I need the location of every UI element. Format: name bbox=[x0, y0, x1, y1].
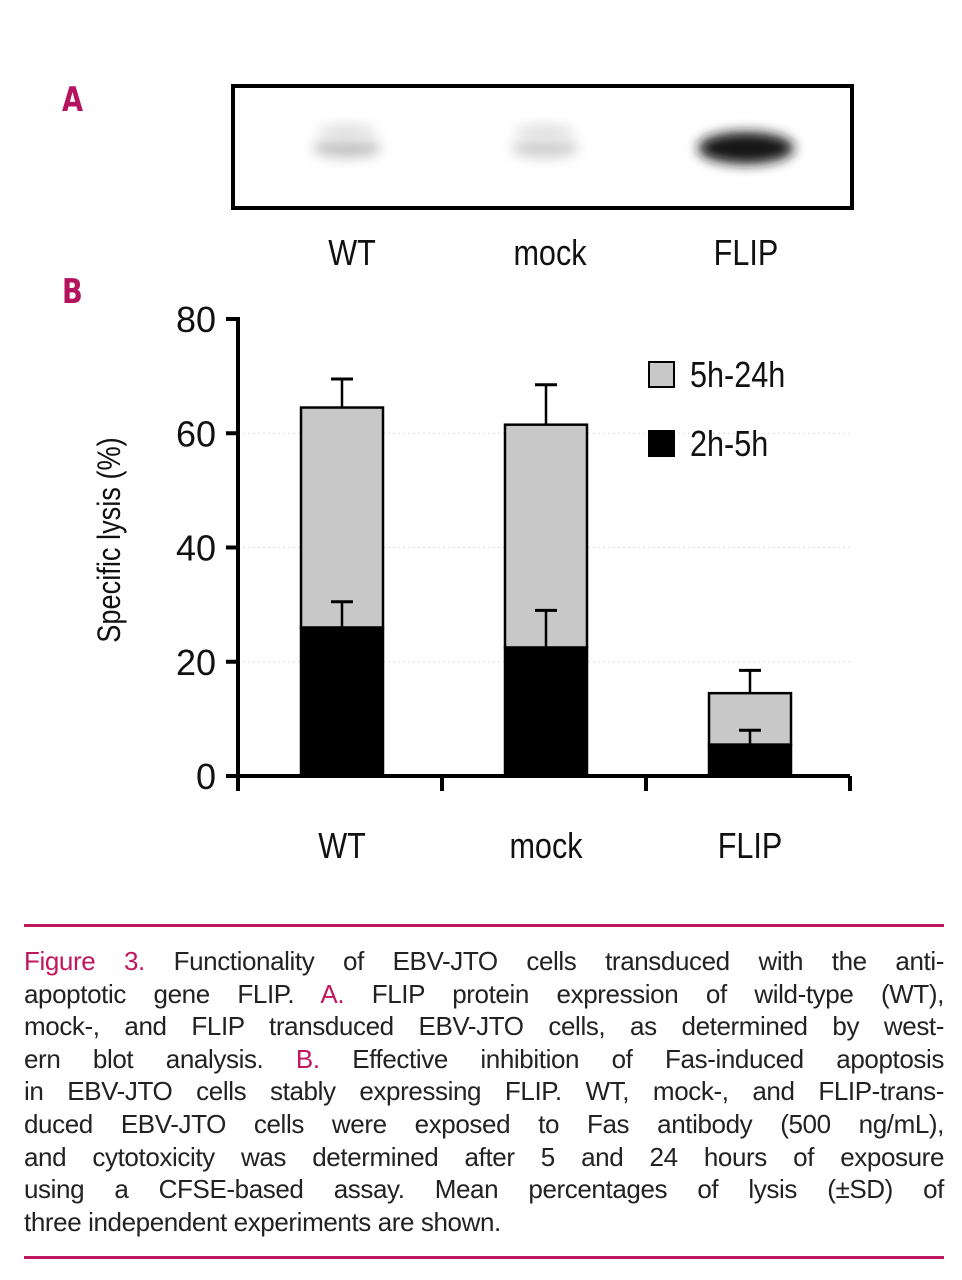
caption-line: apoptotic gene FLIP. A. FLIP protein exp… bbox=[24, 978, 944, 1009]
lane-label-wt: WT bbox=[328, 232, 376, 273]
caption-panel-a-ref: A. bbox=[320, 978, 345, 1009]
figure-caption: Figure 3. Functionality of EBV-JTO cells… bbox=[24, 945, 944, 1238]
panel-a-label: A bbox=[62, 80, 84, 120]
y-tick-label: 20 bbox=[176, 642, 216, 683]
caption-line: three independent experiments are shown. bbox=[24, 1206, 501, 1237]
caption-line: using a CFSE-based assay. Mean percentag… bbox=[24, 1174, 944, 1205]
legend-swatch bbox=[648, 361, 675, 388]
blot-band bbox=[511, 138, 579, 158]
legend-label: 5h-24h bbox=[690, 356, 785, 396]
blot-band-faint bbox=[515, 124, 575, 140]
caption-bottom-rule bbox=[24, 1256, 944, 1259]
legend-swatch bbox=[648, 430, 675, 457]
y-tick-label: 60 bbox=[176, 413, 216, 454]
lane-label-flip: FLIP bbox=[713, 232, 779, 273]
bar-2h-5h-FLIP bbox=[707, 743, 793, 778]
y-axis-label: Specific lysis (%) bbox=[92, 437, 128, 642]
y-tick-label: 40 bbox=[176, 528, 216, 569]
figure-number: Figure 3. bbox=[24, 946, 145, 976]
blot-band-faint bbox=[317, 124, 377, 140]
panel-b-label: B bbox=[62, 272, 83, 312]
x-tick-label: mock bbox=[509, 827, 582, 867]
caption-line: mock-, and FLIP transduced EBV-JTO cells… bbox=[24, 1011, 944, 1042]
x-tick-label: FLIP bbox=[718, 827, 783, 867]
blot-band bbox=[698, 132, 794, 164]
caption-panel-b-ref: B. bbox=[295, 1043, 320, 1074]
lane-label-mock: mock bbox=[513, 232, 587, 273]
bar-5h-24h-WT bbox=[299, 406, 385, 629]
caption-line: in EBV-JTO cells stably expressing FLIP.… bbox=[24, 1076, 944, 1107]
blot-band bbox=[313, 138, 381, 158]
caption-line: Figure 3. Functionality of EBV-JTO cells… bbox=[24, 946, 944, 976]
western-blot bbox=[231, 84, 854, 210]
caption-line: ern blot analysis. B. Effective inhibiti… bbox=[24, 1043, 944, 1074]
legend-label: 2h-5h bbox=[690, 425, 768, 465]
caption-line: duced EBV-JTO cells were exposed to Fas … bbox=[24, 1108, 944, 1139]
x-tick-label: WT bbox=[318, 827, 366, 867]
caption-line: and cytotoxicity was determined after 5 … bbox=[24, 1141, 944, 1172]
y-tick-label: 80 bbox=[176, 299, 216, 340]
caption-top-rule bbox=[24, 924, 944, 927]
bar-chart: 0 20 40 60 80 WT mock FLIP 5h-24h 2h-5h Specific… bbox=[92, 299, 852, 867]
y-tick-label: 0 bbox=[196, 756, 216, 797]
bar-2h-5h-WT bbox=[299, 626, 385, 778]
bar-2h-5h-mock bbox=[503, 646, 589, 778]
